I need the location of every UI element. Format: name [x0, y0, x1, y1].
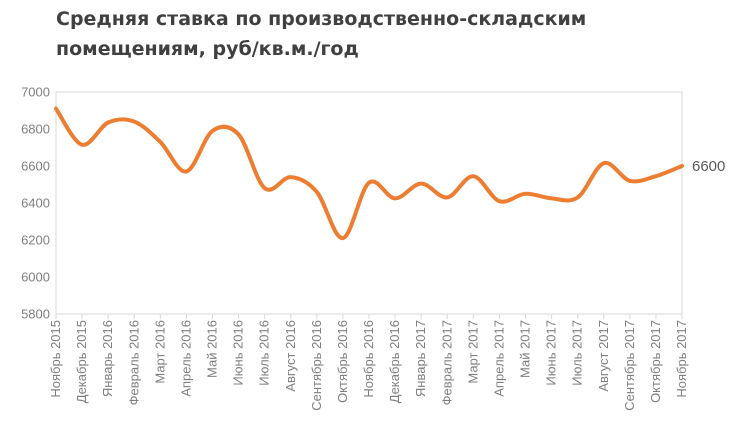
x-tick-label: Сентябрь 2017: [622, 320, 637, 411]
data-point: [80, 143, 84, 147]
data-point: [471, 174, 475, 178]
data-point: [419, 182, 423, 186]
x-tick-label: Январь 2017: [413, 320, 428, 397]
x-tick-label: Ноябрь 2015: [48, 320, 63, 398]
chart-title-line-2: помещениям, руб/кв.м./год: [56, 38, 359, 60]
data-point: [106, 121, 110, 125]
x-tick-label: Ноябрь 2016: [361, 320, 376, 398]
x-tick-label: Август 2016: [283, 320, 298, 392]
x-tick-label: Март 2016: [152, 320, 167, 384]
y-tick-label: 6000: [21, 270, 50, 285]
data-point: [680, 164, 684, 168]
x-axis-ticks: Ноябрь 2015 Декабрь 2015 Январь 2016 Феврал…: [48, 314, 689, 411]
data-point: [158, 140, 162, 144]
data-point: [576, 195, 580, 199]
x-tick-label: Июнь 2016: [231, 320, 246, 386]
data-point: [550, 196, 554, 200]
data-point: [602, 161, 606, 165]
data-point: [315, 190, 319, 194]
x-tick-label: Июнь 2017: [544, 320, 559, 386]
x-tick-label: Февраль 2016: [126, 320, 141, 405]
x-tick-label: Апрель 2016: [178, 320, 193, 397]
x-tick-label: Апрель 2017: [491, 320, 506, 397]
series-layer: 6600: [54, 106, 725, 241]
data-point: [237, 133, 241, 137]
chart-title: Средняя ставка по производственно-складс…: [56, 4, 616, 64]
y-axis-ticks: 5800 6000 6200 6400 6600 6800 7000: [21, 85, 50, 322]
x-tick-label: Октябрь 2016: [335, 320, 350, 403]
x-tick-label: Сентябрь 2016: [309, 320, 324, 411]
data-point: [654, 174, 658, 178]
x-tick-label: Декабрь 2015: [74, 320, 89, 403]
data-point: [132, 120, 136, 124]
x-tick-label: Октябрь 2017: [648, 320, 663, 403]
data-point: [341, 236, 345, 240]
plot-area: [55, 91, 683, 315]
x-tick-label: Июль 2017: [570, 320, 585, 386]
x-tick-label: Февраль 2017: [439, 320, 454, 405]
x-tick-label: Июль 2016: [257, 320, 272, 386]
x-tick-label: Январь 2016: [100, 320, 115, 397]
data-point: [184, 170, 188, 174]
data-point: [263, 186, 267, 190]
series-line: [54, 106, 684, 241]
x-tick-label: Декабрь 2016: [387, 320, 402, 403]
end-value-label: 6600: [692, 158, 725, 175]
data-point: [211, 129, 215, 133]
data-point: [289, 175, 293, 179]
x-tick-label: Август 2017: [596, 320, 611, 392]
data-point: [393, 196, 397, 200]
data-point: [524, 192, 528, 196]
x-tick-label: Ноябрь 2017: [674, 320, 689, 398]
data-point: [367, 181, 371, 185]
x-tick-label: Май 2016: [205, 320, 220, 378]
x-tick-label: Март 2017: [465, 320, 480, 384]
y-tick-label: 6400: [21, 196, 50, 211]
chart-title-line-1: Средняя ставка по производственно-складс…: [56, 8, 587, 30]
x-tick-label: Май 2017: [518, 320, 533, 378]
y-tick-label: 6600: [21, 159, 50, 174]
data-point: [54, 107, 58, 111]
data-point: [445, 195, 449, 199]
data-point: [628, 179, 632, 183]
y-tick-label: 6200: [21, 233, 50, 248]
y-tick-label: 6800: [21, 122, 50, 137]
y-tick-label: 7000: [21, 85, 50, 100]
y-tick-label: 5800: [21, 307, 50, 322]
data-point: [497, 199, 501, 203]
